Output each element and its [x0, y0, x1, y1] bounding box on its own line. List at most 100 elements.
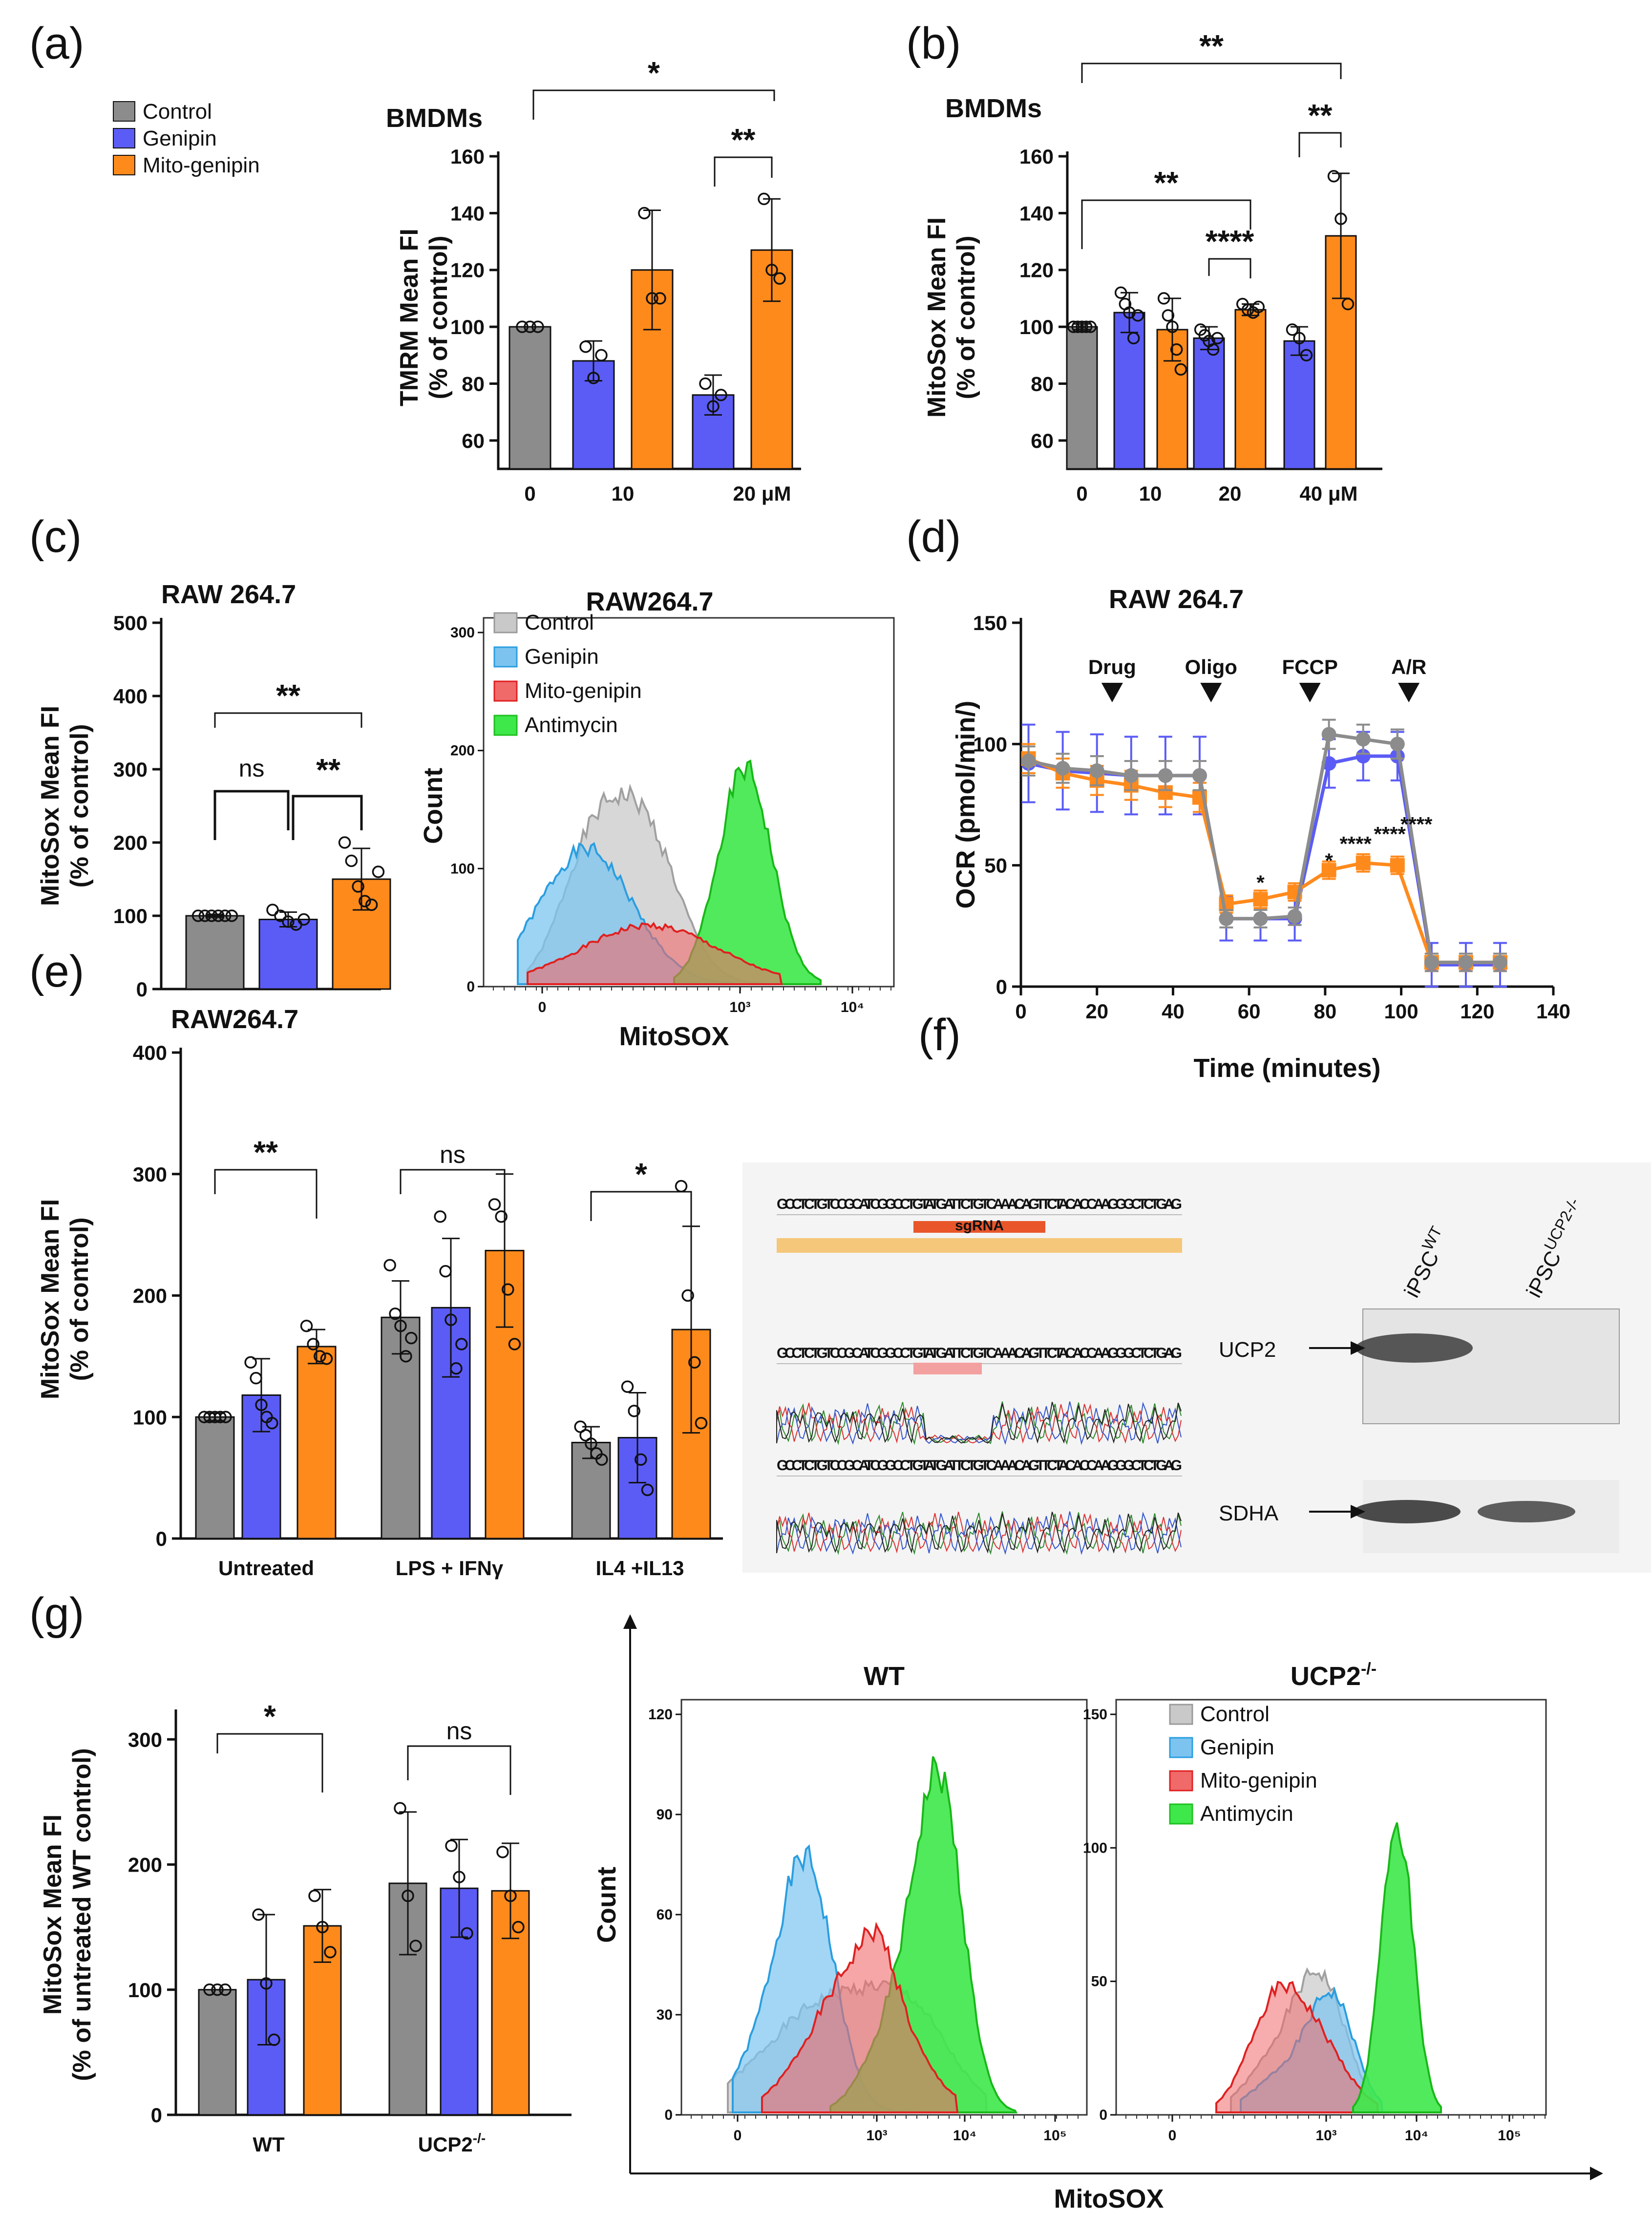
- data-point: [219, 1983, 232, 1996]
- data-point: [595, 349, 608, 362]
- data-point: [198, 909, 212, 922]
- data-point: [268, 2033, 280, 2046]
- sequence-text: GCCTCTGTCCGCATCGGCCTGTATGATTCTGTCAAACAGT…: [777, 1196, 1182, 1212]
- bar: [1325, 235, 1357, 470]
- y-tick-label: 200: [133, 1285, 167, 1307]
- y-tick-label: 100: [133, 1406, 167, 1429]
- injection-label: FCCP: [1282, 655, 1338, 678]
- chromatogram-trace: [776, 1511, 1182, 1555]
- data-point: [365, 898, 378, 911]
- data-point: [352, 880, 364, 893]
- chromatogram-trace: [776, 1403, 1182, 1444]
- y-axis-label: TMRM Mean FI: [395, 229, 424, 406]
- data-point: [282, 915, 295, 928]
- sig-bracket: [714, 156, 773, 187]
- data-point: [409, 1940, 422, 1952]
- x-axis-label: Time (minutes): [1193, 1054, 1380, 1083]
- y-tick-label: 100: [450, 316, 485, 338]
- sig-bracket: [214, 712, 362, 728]
- chart-title: BMDMs: [945, 94, 1042, 123]
- data-point: [1162, 309, 1175, 322]
- legend-swatch: [1169, 1770, 1193, 1792]
- data-point: [212, 909, 225, 922]
- legend-swatch: [493, 646, 518, 668]
- injection-arrow: [1398, 683, 1420, 702]
- panel-label: (g): [29, 1589, 84, 1639]
- bar: [571, 1441, 611, 1539]
- sig-label: **: [731, 122, 756, 157]
- data-point: [394, 1319, 407, 1332]
- sig-bracket: [532, 89, 775, 120]
- x-tick-label: 40: [1162, 1000, 1185, 1023]
- y-axis-label-2: (% of control): [952, 235, 980, 399]
- y-tick-label: 60: [1031, 429, 1054, 452]
- panel-label: (f): [918, 1010, 961, 1060]
- sgrna-marker: [913, 1221, 1045, 1233]
- data-point: [675, 1180, 688, 1193]
- legend-swatch: [1169, 1704, 1193, 1725]
- blot-membrane: [1362, 1308, 1620, 1424]
- chart-title: WT: [864, 1662, 905, 1691]
- chromatogram-trace: [776, 1512, 1182, 1554]
- data-point: [266, 904, 279, 916]
- x-group-label: LPS + IFNγ: [396, 1557, 504, 1580]
- x-tick-label: 10: [1139, 482, 1162, 505]
- y-tick-label: 300: [113, 758, 148, 781]
- data-point: [595, 1453, 608, 1466]
- legend-label: Mito-genipin: [525, 679, 642, 703]
- sig-label: *: [635, 1157, 647, 1192]
- band-label: SDHA: [1219, 1501, 1279, 1525]
- y-tick-label: 200: [450, 743, 475, 759]
- data-point: [1080, 320, 1093, 333]
- x-tick-label: 0: [1076, 482, 1087, 505]
- data-point: [502, 1283, 514, 1296]
- data-point: [300, 1319, 313, 1332]
- y-tick-label: 80: [1031, 372, 1054, 395]
- y-tick-label: 90: [657, 1807, 673, 1823]
- data-point: [496, 1846, 509, 1858]
- sdha-band: [1478, 1501, 1575, 1522]
- y-axis-label: OCR (pmol/min/): [951, 701, 980, 909]
- x-tick-label: 10³: [729, 999, 750, 1015]
- legend-label: Control: [143, 100, 212, 124]
- data-point: [205, 909, 218, 922]
- data-point: [524, 320, 536, 333]
- y-tick-label: 120: [1019, 259, 1054, 282]
- data-point: [320, 1352, 333, 1365]
- data-point: [255, 1398, 268, 1412]
- sig-label: **: [254, 1135, 278, 1170]
- y-tick-label: 100: [113, 905, 148, 928]
- band-arrowhead: [1351, 1505, 1365, 1518]
- data-point: [504, 1889, 517, 1902]
- sig-label: *: [264, 1699, 276, 1734]
- shared-x-axis-arrow: [1590, 2167, 1603, 2180]
- x-group-label: UCP2-/-: [418, 2130, 486, 2156]
- data-point: [345, 854, 358, 867]
- series-marker: [1321, 863, 1336, 878]
- legend-swatch: [113, 128, 135, 148]
- y-tick-label: 0: [1099, 2107, 1107, 2123]
- injection-label: Oligo: [1185, 655, 1237, 678]
- injection-arrow: [1299, 683, 1321, 702]
- panel-label: (d): [906, 512, 961, 562]
- bar: [1283, 340, 1315, 470]
- data-point: [211, 1983, 224, 1996]
- data-point: [531, 320, 544, 333]
- data-point: [445, 1313, 457, 1326]
- data-point: [244, 1356, 257, 1369]
- data-point: [439, 1265, 452, 1278]
- chart-title: RAW 264.7: [1109, 585, 1244, 614]
- x-axis-label: MitoSOX: [1054, 2184, 1164, 2214]
- legend-swatch: [493, 680, 518, 702]
- x-tick-label: 0: [734, 2128, 742, 2144]
- chart-title: UCP2-/-: [1291, 1660, 1377, 1691]
- data-point: [219, 1411, 232, 1423]
- x-group-label: WT: [253, 2133, 285, 2156]
- y-tick-label: 100: [450, 861, 475, 877]
- data-point: [695, 1416, 708, 1430]
- panel-label: (a): [29, 19, 84, 68]
- data-point: [516, 320, 529, 333]
- panel-label: (b): [906, 19, 961, 68]
- sig-bracket: [400, 1169, 506, 1209]
- data-point: [405, 1331, 418, 1345]
